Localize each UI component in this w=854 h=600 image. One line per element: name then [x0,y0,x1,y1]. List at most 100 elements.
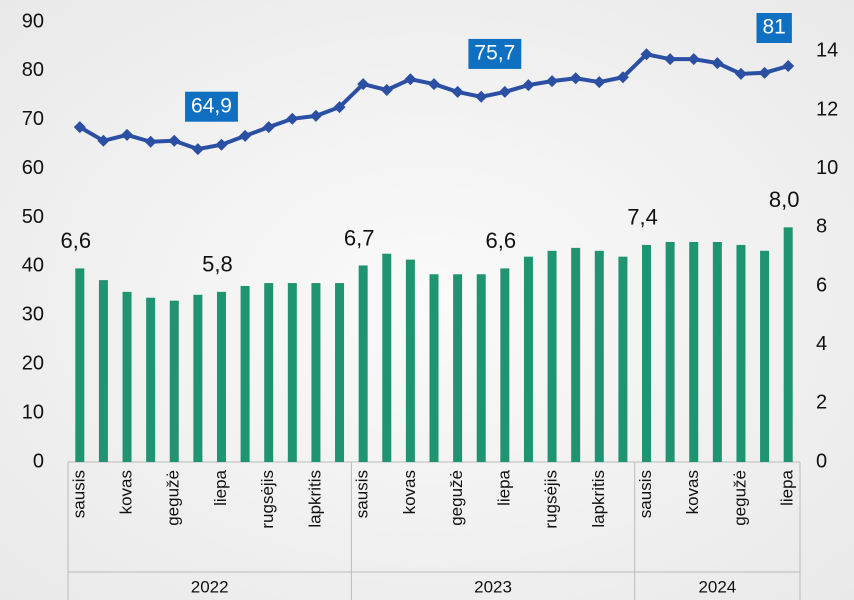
line-marker [640,48,653,61]
y-tick-label: 40 [22,255,44,277]
x-tick-label: kovas [400,470,419,514]
bar [240,286,250,462]
x-tick-label: sausis [636,470,655,518]
line-marker [286,112,299,125]
line-marker [357,78,370,91]
y-tick-label: 0 [33,450,44,472]
x-tick-label: gegužė [447,470,466,526]
label-box [756,13,792,43]
line-marker [734,67,747,80]
line-marker [758,66,771,79]
bar [618,256,628,462]
line-value-label-text: 75,7 [474,41,515,64]
bar [382,253,392,462]
bar [98,280,108,462]
y-tick-label: 50 [22,206,44,228]
bar [689,242,699,462]
line-marker [616,71,629,84]
line-marker [380,83,393,96]
bar-value-label: 6,7 [344,225,375,250]
bar [169,300,179,462]
x-tick-label: liepa [778,469,797,505]
line-marker [664,53,677,66]
bar-value-label: 6,6 [61,228,92,253]
group-label: 2022 [191,577,229,596]
bar-value-label: 7,4 [627,205,658,230]
x-tick-label: rugsėjis [542,470,561,529]
bar-value-label: 8,0 [769,187,800,212]
bar [405,259,415,462]
bar [122,291,132,462]
line-marker [687,53,700,66]
line-marker [168,134,181,147]
x-tick-label: rugsėjis [258,470,277,529]
bar [453,274,463,462]
line-marker [498,85,511,98]
y2-tick-label: 2 [816,392,827,414]
y2-tick-label: 0 [816,450,827,472]
line-marker [711,57,724,70]
line-value-label-text: 81 [763,16,786,39]
x-tick-label: lapkritis [589,470,608,528]
y2-tick-label: 12 [816,98,838,120]
bar [264,283,274,462]
bar [146,297,156,462]
bar [712,242,722,462]
line-marker [191,143,204,156]
line-marker [121,128,134,141]
y-tick-label: 10 [22,401,44,423]
bar [523,256,533,462]
group-label: 2024 [698,577,736,596]
line-marker [522,79,535,92]
label-box [468,38,522,69]
line-marker [404,73,417,86]
y-tick-label: 80 [22,59,44,81]
x-tick-label: liepa [211,469,230,505]
y-tick-label: 90 [22,10,44,32]
line-marker [309,109,322,122]
bar [500,268,510,462]
y-tick-label: 20 [22,353,44,375]
line-marker [239,129,252,142]
line-marker [73,121,86,134]
bar [429,274,439,462]
bar [75,268,85,462]
line-marker [215,138,228,151]
x-tick-label: gegužė [164,470,183,526]
line-marker [428,78,440,91]
group-label: 2023 [474,577,512,596]
x-tick-label: sausis [353,470,372,518]
bar [736,244,746,462]
x-tick-label: lapkritis [305,470,324,528]
bar [476,274,486,462]
bar-value-label: 5,8 [202,252,233,277]
x-tick-label: sausis [69,470,88,518]
line-marker [97,134,110,147]
line-marker [546,75,559,88]
bar [547,250,557,462]
bar [193,294,203,462]
bar [571,247,581,462]
bar [311,283,321,462]
x-tick-label: gegužė [730,470,749,526]
line-marker [593,76,606,89]
bar [287,283,297,462]
x-tick-label: liepa [494,469,513,505]
bar [594,250,604,462]
y-tick-label: 70 [22,108,44,130]
y-tick-label: 30 [22,304,44,326]
bar [358,265,368,462]
y2-tick-label: 6 [816,274,827,296]
bar [783,227,793,462]
line-value-label-text: 64,9 [191,94,232,117]
y2-tick-label: 14 [816,40,838,62]
x-tick-label: kovas [683,470,702,514]
y-tick-label: 60 [22,157,44,179]
line-marker [451,85,464,98]
bar [216,291,226,462]
bar [760,250,770,462]
line-marker [569,72,582,85]
bar [642,244,652,462]
line-marker [475,90,488,103]
